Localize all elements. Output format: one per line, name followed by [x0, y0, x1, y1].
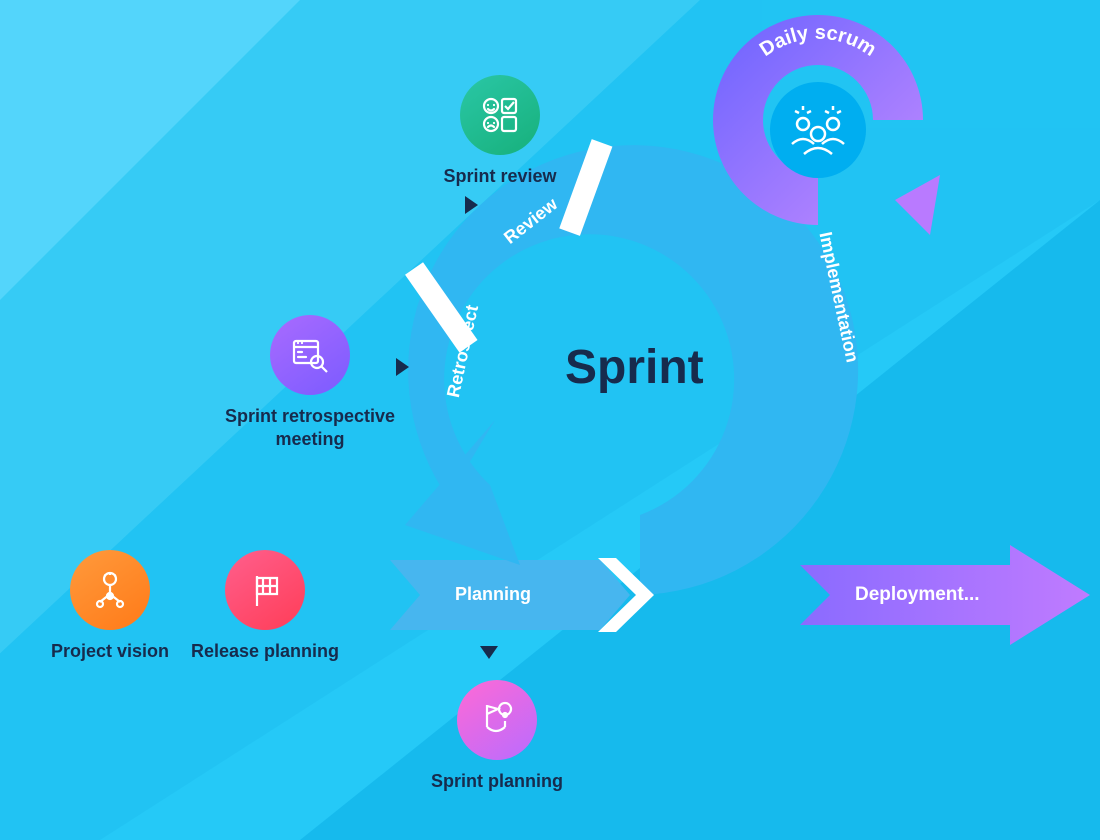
bulb-tree-icon [70, 550, 150, 630]
flag-grid-icon [225, 550, 305, 630]
deployment-label: Deployment... [855, 584, 980, 606]
node-sprint-retro: Sprint retrospective meeting [210, 315, 410, 450]
node-sprint-planning: Sprint planning [412, 680, 582, 793]
node-label: Sprint retrospective meeting [225, 405, 395, 450]
ring-label-planning: Planning [455, 584, 531, 605]
node-release-planning: Release planning [170, 550, 360, 663]
node-label: Sprint review [443, 165, 556, 188]
node-label: Project vision [51, 640, 169, 663]
node-sprint-review: Sprint review [400, 75, 600, 188]
node-label: Release planning [191, 640, 339, 663]
board-magnify-icon [270, 315, 350, 395]
center-title: Sprint [565, 340, 704, 395]
daily-scrum-label: Daily scrum [756, 22, 880, 61]
svg-text:Daily scrum: Daily scrum [756, 22, 880, 61]
pointer-sprint-review [465, 196, 478, 214]
diagram-stage: Daily scrum Retrospect Review Implementa… [0, 0, 1100, 840]
faces-grid-icon [460, 75, 540, 155]
node-label: Sprint planning [431, 770, 563, 793]
node-project-vision: Project vision [30, 550, 190, 663]
flag-pin-icon [457, 680, 537, 760]
pointer-sprint-planning [480, 646, 498, 659]
